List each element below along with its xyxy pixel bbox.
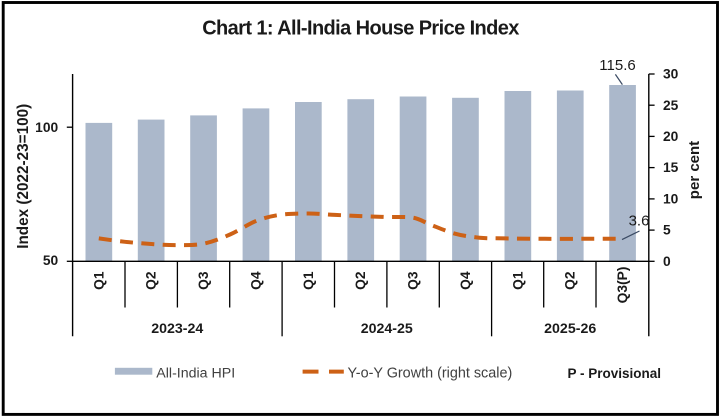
svg-text:30: 30 <box>663 67 679 82</box>
svg-text:Q4: Q4 <box>458 271 473 290</box>
svg-text:Q4: Q4 <box>249 271 264 290</box>
svg-text:2023-24: 2023-24 <box>151 321 203 337</box>
svg-text:Q3(P): Q3(P) <box>615 267 630 304</box>
svg-text:Q3: Q3 <box>196 271 211 290</box>
svg-text:Q2: Q2 <box>144 271 159 290</box>
svg-text:2025-26: 2025-26 <box>544 321 596 337</box>
svg-text:3.6: 3.6 <box>629 212 650 229</box>
svg-text:50: 50 <box>43 253 59 268</box>
svg-text:0: 0 <box>663 254 671 269</box>
svg-text:15: 15 <box>663 160 679 175</box>
svg-text:Y-o-Y Growth (right scale): Y-o-Y Growth (right scale) <box>348 365 513 381</box>
svg-text:20: 20 <box>663 129 679 144</box>
svg-text:per cent: per cent <box>686 141 703 199</box>
svg-text:Q1: Q1 <box>91 271 106 290</box>
svg-text:25: 25 <box>663 98 679 113</box>
svg-text:All-India HPI: All-India HPI <box>156 366 235 382</box>
svg-text:Q3: Q3 <box>406 271 421 290</box>
svg-text:Q1: Q1 <box>301 271 316 290</box>
svg-text:Q2: Q2 <box>353 271 368 290</box>
svg-text:Chart 1: All-India House Price: Chart 1: All-India House Price Index <box>202 18 519 40</box>
svg-text:2024-25: 2024-25 <box>361 321 413 337</box>
svg-text:Q1: Q1 <box>510 271 525 290</box>
svg-text:Q2: Q2 <box>563 271 578 290</box>
svg-text:Index (2022-23=100): Index (2022-23=100) <box>15 104 32 249</box>
svg-text:5: 5 <box>663 223 671 238</box>
svg-text:100: 100 <box>35 120 58 135</box>
svg-text:P - Provisional: P - Provisional <box>568 366 662 381</box>
svg-text:115.6: 115.6 <box>599 57 635 74</box>
svg-text:10: 10 <box>663 192 679 207</box>
